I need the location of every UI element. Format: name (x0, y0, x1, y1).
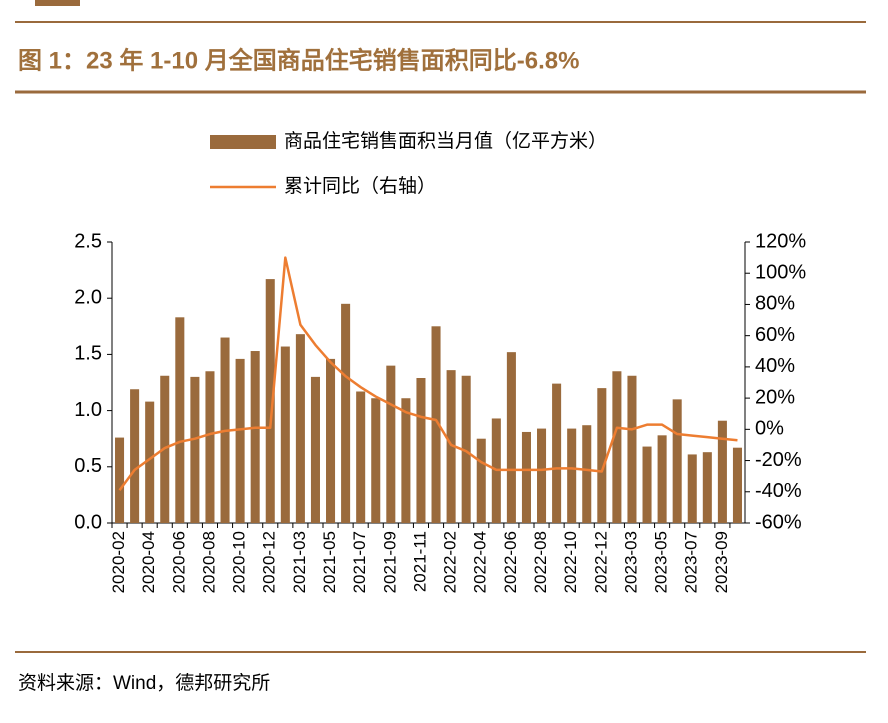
bar (461, 375, 471, 523)
bar (567, 428, 577, 523)
x-tick-label: 2020-06 (169, 531, 188, 593)
bar (401, 398, 411, 523)
bar (145, 401, 155, 523)
legend-label: 商品住宅销售面积当月值（亿平方米） (284, 130, 607, 152)
bar (371, 398, 381, 523)
bar (386, 365, 396, 523)
bar (326, 358, 336, 523)
x-tick-label: 2022-06 (501, 531, 520, 593)
y2-tick-label: -20% (755, 449, 802, 471)
x-tick-label: 2023-05 (652, 531, 671, 593)
x-tick-label: 2020-04 (139, 531, 158, 593)
bar (717, 420, 727, 523)
bar (597, 388, 607, 523)
bar (205, 371, 215, 523)
bar (642, 446, 652, 523)
x-tick-label: 2020-12 (260, 531, 279, 593)
bar (657, 435, 667, 523)
bar (310, 376, 320, 523)
y2-tick-label: 20% (755, 386, 795, 408)
x-tick-label: 2021-09 (380, 531, 399, 593)
x-tick-label: 2022-02 (441, 531, 460, 593)
x-tick-label: 2021-11 (410, 531, 429, 592)
y2-tick-label: 100% (755, 262, 806, 284)
bar (687, 454, 697, 523)
bar (295, 334, 305, 523)
bar (235, 358, 245, 523)
bar (356, 391, 366, 523)
x-tick-label: 2022-08 (531, 531, 550, 593)
y2-tick-label: 60% (755, 324, 795, 346)
bar (506, 352, 516, 523)
source: 资料来源：Wind，德邦研究所 (18, 672, 270, 694)
bar (265, 279, 275, 523)
x-tick-label: 2023-03 (621, 531, 640, 593)
bar (446, 370, 456, 523)
bar (552, 383, 562, 523)
bar (175, 317, 185, 523)
decor (35, 0, 80, 6)
x-tick-label: 2020-02 (109, 531, 128, 593)
y-tick-label: 0.0 (74, 511, 102, 533)
bar (416, 378, 426, 523)
bar (732, 447, 742, 523)
legend-swatch (210, 135, 276, 149)
bar (702, 452, 712, 523)
y2-tick-label: -40% (755, 480, 802, 502)
legend-label: 累计同比（右轴） (284, 175, 436, 197)
bar (582, 425, 592, 523)
x-tick-label: 2021-07 (350, 531, 369, 593)
y-tick-label: 0.5 (74, 455, 102, 477)
bar (130, 389, 140, 523)
bar (280, 346, 290, 523)
x-tick-label: 2021-05 (320, 531, 339, 593)
bar (672, 399, 682, 523)
bar (190, 376, 200, 523)
y2-tick-label: 0% (755, 418, 784, 440)
y-tick-label: 2.0 (74, 286, 102, 308)
bar (115, 437, 125, 523)
bar (521, 431, 531, 523)
bar (476, 438, 486, 523)
x-tick-label: 2023-09 (712, 531, 731, 593)
bar (537, 428, 547, 523)
bar (341, 303, 351, 523)
x-tick-label: 2020-10 (230, 531, 249, 593)
x-tick-label: 2022-10 (561, 531, 580, 593)
bar (431, 326, 441, 523)
y2-tick-label: 80% (755, 293, 795, 315)
bar (612, 371, 622, 523)
x-tick-label: 2023-07 (682, 531, 701, 593)
bar (627, 375, 637, 523)
y2-tick-label: 120% (755, 230, 806, 252)
line (118, 256, 738, 491)
x-tick-label: 2022-12 (591, 531, 610, 593)
x-tick-label: 2021-03 (290, 531, 309, 593)
y-tick-label: 2.5 (74, 230, 102, 252)
bar (250, 351, 260, 523)
chart-title: 图 1：23 年 1-10 月全国商品住宅销售面积同比-6.8% (18, 46, 579, 74)
y-tick-label: 1.5 (74, 343, 102, 365)
y2-tick-label: 40% (755, 355, 795, 377)
x-tick-label: 2022-04 (471, 531, 490, 593)
y2-tick-label: -60% (755, 511, 802, 533)
x-tick-label: 2020-08 (199, 531, 218, 593)
y-tick-label: 1.0 (74, 399, 102, 421)
